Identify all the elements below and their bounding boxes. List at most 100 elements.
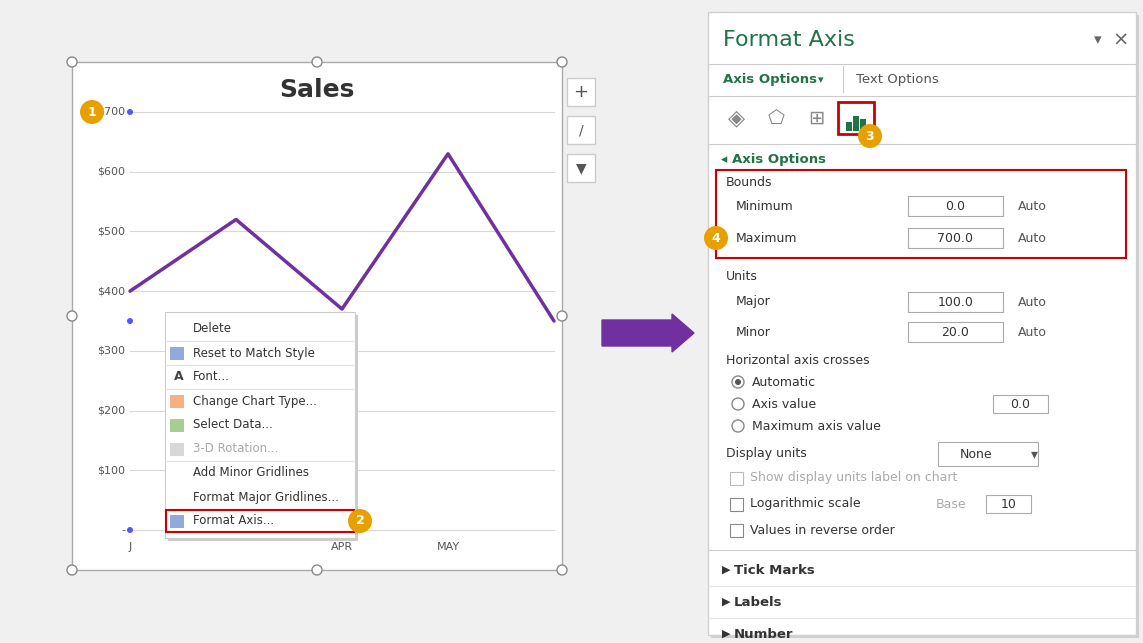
Bar xyxy=(908,228,1004,248)
Bar xyxy=(170,347,184,360)
Text: $300: $300 xyxy=(97,346,125,356)
Text: ⬠: ⬠ xyxy=(767,109,784,127)
Text: Auto: Auto xyxy=(1018,296,1047,309)
Text: A: A xyxy=(174,370,184,383)
Text: Delete: Delete xyxy=(193,323,232,336)
Text: ▾: ▾ xyxy=(1094,33,1102,48)
Circle shape xyxy=(557,311,567,321)
Text: Maximum axis value: Maximum axis value xyxy=(752,419,881,433)
Text: 4: 4 xyxy=(712,231,720,244)
Text: ◈: ◈ xyxy=(727,108,744,128)
Circle shape xyxy=(732,398,744,410)
Text: Format Major Gridlines...: Format Major Gridlines... xyxy=(193,491,338,503)
Text: /: / xyxy=(578,123,583,137)
Text: ▶: ▶ xyxy=(722,629,730,639)
Text: ⊞: ⊞ xyxy=(808,109,824,127)
Text: Auto: Auto xyxy=(1018,231,1047,244)
Bar xyxy=(730,498,743,511)
Text: $600: $600 xyxy=(97,167,125,177)
Text: Auto: Auto xyxy=(1018,199,1047,212)
Text: ▶: ▶ xyxy=(722,565,730,575)
Text: Format Axis: Format Axis xyxy=(724,30,855,50)
Bar xyxy=(908,292,1004,312)
Bar xyxy=(711,15,1140,638)
Text: Axis Options: Axis Options xyxy=(724,73,817,87)
Circle shape xyxy=(127,318,133,324)
Text: Auto: Auto xyxy=(1018,325,1047,338)
Text: 3: 3 xyxy=(865,129,874,143)
Text: Units: Units xyxy=(726,269,758,282)
Text: Major: Major xyxy=(736,296,770,309)
Text: 2: 2 xyxy=(355,514,365,527)
Text: 0.0: 0.0 xyxy=(945,199,966,212)
Text: $400: $400 xyxy=(97,286,125,296)
Text: Display units: Display units xyxy=(726,448,807,460)
Bar xyxy=(165,312,355,538)
Text: ▾: ▾ xyxy=(818,75,824,85)
Bar xyxy=(170,419,184,432)
Circle shape xyxy=(347,509,371,533)
Circle shape xyxy=(312,57,322,67)
Text: ▼: ▼ xyxy=(576,161,586,175)
Circle shape xyxy=(67,311,77,321)
Bar xyxy=(730,524,743,537)
Text: Number: Number xyxy=(734,628,793,640)
Bar xyxy=(170,395,184,408)
Bar xyxy=(846,122,852,131)
Circle shape xyxy=(735,379,741,385)
Text: +: + xyxy=(574,83,589,101)
Text: Text Options: Text Options xyxy=(856,73,938,87)
Text: ◂: ◂ xyxy=(721,154,727,167)
Text: Add Minor Gridlines: Add Minor Gridlines xyxy=(193,467,309,480)
Bar xyxy=(908,322,1004,342)
Circle shape xyxy=(67,565,77,575)
Circle shape xyxy=(704,226,728,250)
Bar xyxy=(567,116,596,144)
Text: $700: $700 xyxy=(97,107,125,117)
Circle shape xyxy=(80,100,104,124)
Text: MAY: MAY xyxy=(437,542,459,552)
Text: Minor: Minor xyxy=(736,325,770,338)
Text: Values in reverse order: Values in reverse order xyxy=(750,523,895,536)
Circle shape xyxy=(557,57,567,67)
Text: $100: $100 xyxy=(97,466,125,475)
Circle shape xyxy=(858,124,882,148)
Bar xyxy=(168,315,358,541)
Text: Logarithmic scale: Logarithmic scale xyxy=(750,498,861,511)
Text: Font...: Font... xyxy=(193,370,230,383)
Bar xyxy=(170,515,184,528)
Bar xyxy=(993,395,1048,413)
Bar xyxy=(853,116,860,131)
Text: None: None xyxy=(960,448,992,460)
Text: 0.0: 0.0 xyxy=(1010,397,1031,410)
Bar xyxy=(567,78,596,106)
Circle shape xyxy=(732,376,744,388)
Text: 100.0: 100.0 xyxy=(937,296,974,309)
Text: Format Axis...: Format Axis... xyxy=(193,514,274,527)
Text: $200: $200 xyxy=(97,406,125,415)
Bar xyxy=(908,196,1004,216)
Circle shape xyxy=(67,57,77,67)
Text: 10: 10 xyxy=(1000,498,1016,511)
Text: 1: 1 xyxy=(88,105,96,118)
Text: -: - xyxy=(121,525,125,535)
Bar xyxy=(567,154,596,182)
Text: Show display units label on chart: Show display units label on chart xyxy=(750,471,958,484)
Bar xyxy=(730,472,743,485)
Bar xyxy=(708,12,1136,635)
Text: Change Chart Type...: Change Chart Type... xyxy=(193,395,317,408)
Bar xyxy=(166,510,354,532)
Text: ▾: ▾ xyxy=(1031,447,1038,461)
Circle shape xyxy=(127,109,133,115)
Text: Labels: Labels xyxy=(734,595,783,608)
Text: Tick Marks: Tick Marks xyxy=(734,563,815,577)
Bar xyxy=(170,443,184,456)
Text: Bounds: Bounds xyxy=(726,176,773,190)
Text: 700.0: 700.0 xyxy=(937,231,974,244)
Text: Minimum: Minimum xyxy=(736,199,793,212)
Text: Sales: Sales xyxy=(279,78,354,102)
Bar xyxy=(860,119,866,131)
Circle shape xyxy=(732,420,744,432)
Text: Base: Base xyxy=(936,498,967,511)
Text: ▶: ▶ xyxy=(722,597,730,607)
